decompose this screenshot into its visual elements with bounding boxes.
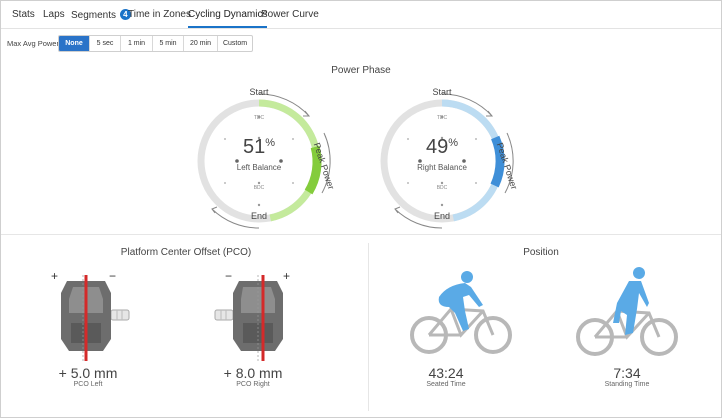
- seated-time-value: 43:24: [428, 365, 464, 381]
- pco-right-plus: +: [283, 269, 291, 283]
- max-avg-power-label: Max Avg Power: [7, 39, 59, 48]
- tab-stats[interactable]: Stats: [12, 9, 35, 20]
- max-avg-power-1min[interactable]: 1 min: [121, 36, 153, 51]
- left-peak-arrow: [321, 132, 331, 194]
- left-start-arrowhead: [303, 110, 311, 117]
- right-end-arrow: [394, 208, 443, 229]
- segments-count-badge: 4: [119, 9, 131, 20]
- pco-right-pedal: [214, 275, 283, 361]
- right-power-phase-gauge: [380, 93, 514, 229]
- pco-left-pedal: [61, 275, 130, 361]
- tab-cycling-dynamics[interactable]: Cycling Dynamics: [188, 9, 268, 28]
- left-balance-label: Left Balance: [236, 163, 282, 172]
- power-phase-title: Power Phase: [331, 65, 391, 76]
- right-end-label: End: [433, 211, 450, 221]
- max-avg-power-none[interactable]: None: [59, 36, 90, 51]
- tab-segments-label: Segments: [71, 10, 117, 21]
- standing-front-wheel: [640, 318, 678, 356]
- tab-laps[interactable]: Laps: [43, 9, 65, 20]
- right-start-arrowhead: [486, 110, 494, 117]
- left-end-arrowhead: [211, 206, 218, 214]
- right-balance-number: 49: [425, 136, 449, 158]
- tab-power-curve[interactable]: Power Curve: [261, 9, 319, 20]
- tab-segments[interactable]: Segments 4: [71, 9, 131, 21]
- left-balance-unit: %: [265, 137, 276, 149]
- pco-left-minus: −: [109, 269, 117, 283]
- left-pedal-spindle: [110, 309, 130, 321]
- seated-front-wheel: [474, 316, 512, 354]
- max-avg-power-selector: None 5 sec 1 min 5 min 20 min Custom: [58, 35, 253, 52]
- standing-rider-head: [633, 267, 645, 279]
- pco-left-plus: +: [51, 269, 59, 283]
- right-bdc-label: BDC: [436, 185, 448, 191]
- left-bdc-label: BDC: [253, 185, 265, 191]
- left-balance-number: 51: [242, 136, 266, 158]
- left-power-phase-gauge: [197, 93, 331, 229]
- standing-time-value: 7:34: [613, 365, 641, 381]
- seated-rider-body: [438, 283, 483, 331]
- left-end-arrow: [211, 208, 260, 229]
- pco-title: Platform Center Offset (PCO): [120, 247, 252, 258]
- max-avg-power-5min[interactable]: 5 min: [153, 36, 184, 51]
- right-end-arrowhead: [394, 206, 401, 214]
- column-divider: [368, 243, 369, 411]
- right-start-arrow: [441, 93, 493, 117]
- seated-time-label: Seated Time: [426, 381, 466, 388]
- left-tdc-label: TDC: [253, 115, 265, 121]
- seated-rider-head: [461, 271, 473, 283]
- right-peak-power-arc: [490, 135, 505, 188]
- max-avg-power-custom[interactable]: Custom: [222, 40, 248, 47]
- standing-rider-icon: [576, 267, 678, 356]
- pco-left-label: PCO Left: [73, 381, 103, 388]
- position-title: Position: [523, 247, 559, 258]
- pco-right-value: + 8.0 mm: [223, 365, 283, 381]
- max-avg-power-5sec[interactable]: 5 sec: [90, 36, 121, 51]
- left-peak-power-arc: [304, 145, 322, 195]
- left-balance-value: 51%: [224, 136, 294, 159]
- standing-time-label: Standing Time: [604, 381, 650, 388]
- right-pedal-spindle: [214, 309, 234, 321]
- section-divider: [1, 234, 721, 235]
- tab-bar: Stats Laps Segments 4 Time in Zones Cycl…: [1, 1, 721, 29]
- right-balance-value: 49%: [407, 136, 477, 159]
- pco-right-minus: −: [225, 269, 233, 283]
- pco-right-label: PCO Right: [236, 381, 270, 388]
- left-end-label: End: [250, 211, 267, 221]
- right-tdc-label: TDC: [436, 115, 448, 121]
- seated-rider-icon: [410, 271, 512, 354]
- tab-time-in-zones[interactable]: Time in Zones: [128, 9, 191, 20]
- seated-bike-frame: [427, 307, 495, 338]
- left-start-label: Start: [249, 87, 269, 97]
- pco-left-value: + 5.0 mm: [58, 365, 118, 381]
- right-start-label: Start: [432, 87, 452, 97]
- standing-rider-body: [613, 281, 649, 335]
- right-balance-unit: %: [448, 137, 459, 149]
- left-start-arrow: [258, 93, 310, 117]
- right-peak-arrow: [504, 132, 514, 194]
- right-balance-label: Right Balance: [417, 163, 467, 172]
- max-avg-power-20min[interactable]: 20 min: [184, 36, 218, 51]
